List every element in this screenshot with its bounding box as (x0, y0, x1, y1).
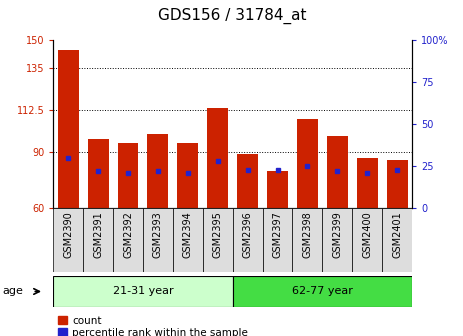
Bar (173, 208, 203, 272)
Bar (177, 143, 198, 208)
Bar (203, 208, 233, 272)
Bar (237, 154, 258, 208)
Text: GSM2393: GSM2393 (153, 212, 163, 258)
Bar (53, 276, 232, 307)
Bar (147, 134, 169, 208)
Text: GSM2390: GSM2390 (63, 212, 73, 258)
Bar (58, 50, 79, 208)
Text: GSM2391: GSM2391 (93, 212, 103, 258)
Bar (352, 208, 382, 272)
Text: GSM2395: GSM2395 (213, 212, 223, 258)
Text: GSM2398: GSM2398 (302, 212, 313, 258)
Bar (233, 208, 263, 272)
Text: GSM2401: GSM2401 (392, 212, 402, 258)
Bar (293, 208, 322, 272)
Bar (207, 108, 228, 208)
Legend: count, percentile rank within the sample: count, percentile rank within the sample (58, 316, 248, 336)
Text: GSM2396: GSM2396 (243, 212, 253, 258)
Text: GSM2397: GSM2397 (273, 212, 282, 258)
Text: 62-77 year: 62-77 year (292, 287, 353, 296)
Bar (387, 160, 407, 208)
Text: 21-31 year: 21-31 year (113, 287, 173, 296)
Bar (263, 208, 293, 272)
Bar (322, 208, 352, 272)
Text: GSM2400: GSM2400 (362, 212, 372, 258)
Bar (327, 135, 348, 208)
Text: age: age (2, 287, 23, 296)
Text: GSM2394: GSM2394 (183, 212, 193, 258)
Bar (88, 139, 108, 208)
Text: GDS156 / 31784_at: GDS156 / 31784_at (158, 7, 307, 24)
Bar (382, 208, 412, 272)
Text: GSM2399: GSM2399 (332, 212, 342, 258)
Bar (143, 208, 173, 272)
Bar (113, 208, 143, 272)
Bar (233, 276, 412, 307)
Bar (53, 208, 83, 272)
Text: GSM2392: GSM2392 (123, 212, 133, 258)
Bar (118, 143, 138, 208)
Bar (83, 208, 113, 272)
Bar (357, 158, 378, 208)
Bar (267, 171, 288, 208)
Bar (297, 119, 318, 208)
